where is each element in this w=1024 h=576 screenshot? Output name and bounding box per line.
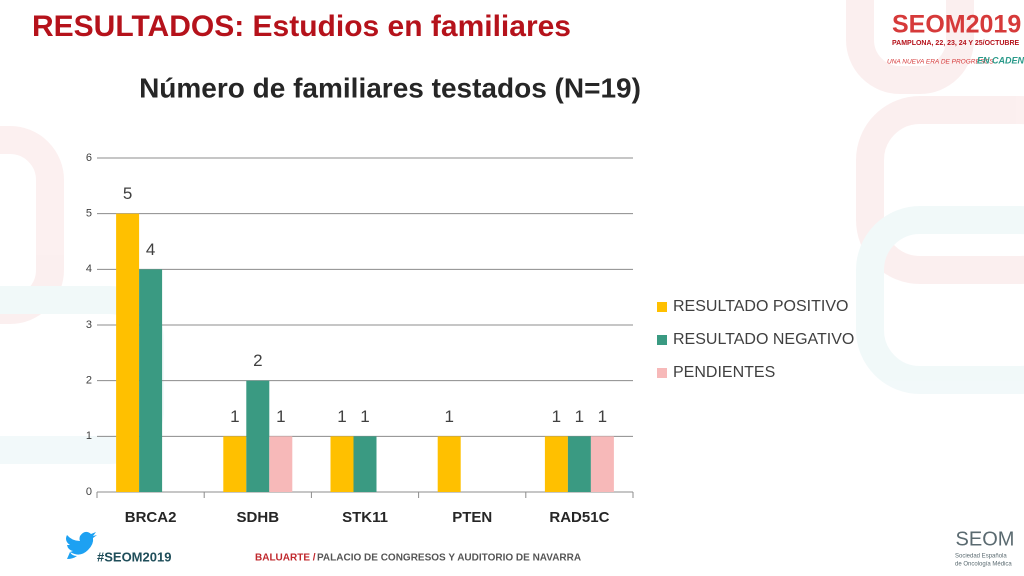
data-label: 1 [337, 407, 346, 426]
data-label: 1 [598, 407, 607, 426]
bar [437, 436, 461, 492]
footer-hashtag: #SEOM2019 [97, 549, 171, 564]
footer-venue-name: BALUARTE / [255, 553, 316, 564]
slide-title: RESULTADOS: Estudios en familiares [32, 10, 571, 43]
x-tick-label: SDHB [237, 509, 280, 526]
legend-swatch [657, 368, 667, 378]
bar [590, 436, 614, 492]
twitter-icon [66, 531, 97, 559]
legend-label: PENDIENTES [673, 364, 775, 381]
legend-label: RESULTADO POSITIVO [673, 298, 848, 315]
footer-society-full: Sociedad Española [955, 554, 1007, 560]
chart-title: Número de familiares testados (N=19) [139, 72, 641, 103]
bar [353, 436, 377, 492]
x-tick-label: STK11 [342, 509, 388, 526]
bar [567, 436, 591, 492]
legend-swatch [657, 335, 667, 345]
bar [116, 213, 140, 492]
logo-motto: UNA NUEVA ERA DE PROGRESOS [887, 59, 994, 66]
bar [223, 436, 247, 492]
x-tick-label: BRCA2 [125, 509, 177, 526]
footer-venue: PALACIO DE CONGRESOS Y AUDITORIO DE NAVA… [317, 553, 581, 564]
data-label: 1 [230, 407, 239, 426]
data-label: 1 [575, 407, 584, 426]
bar [139, 269, 163, 492]
data-label: 1 [360, 407, 369, 426]
data-label: 1 [276, 407, 285, 426]
y-tick-label: 6 [86, 152, 92, 164]
x-tick-label: PTEN [452, 509, 492, 526]
data-label: 1 [552, 407, 561, 426]
x-tick-label: RAD51C [549, 509, 609, 526]
bar [269, 436, 293, 492]
y-tick-label: 1 [86, 430, 92, 442]
logo-motto-highlight: EN CADENA [977, 55, 1024, 65]
y-tick-label: 4 [86, 263, 92, 275]
footer-society: SEOM [956, 528, 1015, 550]
y-tick-label: 5 [86, 208, 92, 220]
y-tick-label: 0 [86, 486, 92, 498]
data-label: 1 [444, 407, 453, 426]
bar [246, 380, 270, 492]
bar [544, 436, 568, 492]
y-tick-label: 3 [86, 319, 92, 331]
y-tick-label: 2 [86, 375, 92, 387]
bar [330, 436, 354, 492]
data-label: 2 [253, 351, 262, 370]
logo-dates: PAMPLONA, 22, 23, 24 Y 25/OCTUBRE [892, 40, 1020, 47]
legend-label: RESULTADO NEGATIVO [673, 331, 854, 348]
footer-society-full: de Oncología Médica [955, 562, 1012, 568]
legend-swatch [657, 302, 667, 312]
data-label: 5 [123, 184, 132, 203]
data-label: 4 [146, 240, 155, 259]
logo-brand: SEOM2019 [892, 11, 1021, 39]
